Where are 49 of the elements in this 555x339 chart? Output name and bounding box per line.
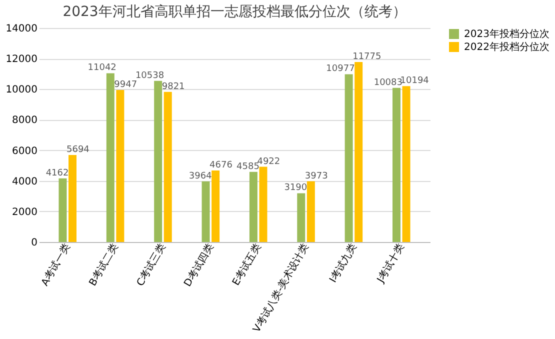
data-label: 3964 [188,171,212,182]
x-tick-label: A考试一类 [38,242,73,288]
data-label: 5694 [66,144,90,155]
data-label: 11775 [352,52,382,62]
bar [392,88,400,242]
bar [354,62,363,242]
bar [154,80,162,242]
y-tick-label: 6000 [12,146,38,157]
data-label: 9947 [114,80,138,90]
y-tick-label: 4000 [12,176,38,188]
data-label: 4676 [210,160,233,171]
x-tick-label: E考试五类 [230,242,264,288]
bar [249,172,258,242]
bar [402,86,410,242]
data-label: 4162 [46,168,69,178]
data-label: 4585 [236,162,260,172]
bar [306,181,315,242]
data-label: 10538 [135,70,164,81]
y-tick-label: 0 [31,238,38,248]
y-tick-label: 2000 [12,206,38,218]
x-tick-label: B考试二类 [86,242,120,288]
legend-label: 2023年投档分位次 [464,28,550,40]
data-label: 10977 [326,64,355,74]
y-tick-label: 14000 [6,24,38,34]
data-label: 3190 [284,183,308,194]
bar [106,73,114,242]
chart-title: 2023年河北省高职单招一志愿投档最低分位次（统考） [62,4,406,20]
bar [344,74,353,242]
x-tick-label: C考试三类 [134,242,168,288]
bar [164,92,172,242]
bar [116,90,124,242]
data-label: 9821 [162,82,185,92]
y-tick-label: 10000 [6,84,38,96]
y-tick-label: 8000 [12,115,38,126]
legend-label: 2022年投档分位次 [464,41,550,53]
y-tick-label: 12000 [6,54,38,66]
bar [297,193,306,242]
data-label: 10194 [400,76,430,86]
data-label: 3973 [304,171,328,182]
bar [212,170,220,242]
x-tick-label: J考试十类 [374,242,407,286]
data-label: 11042 [88,63,116,74]
x-tick-label: D考试四类 [182,242,216,289]
x-tick-label: I考试九类 [327,242,359,285]
data-label: 10083 [374,78,402,88]
bar [202,181,210,242]
bar [58,178,67,242]
bar [259,166,268,242]
bar [68,154,76,242]
